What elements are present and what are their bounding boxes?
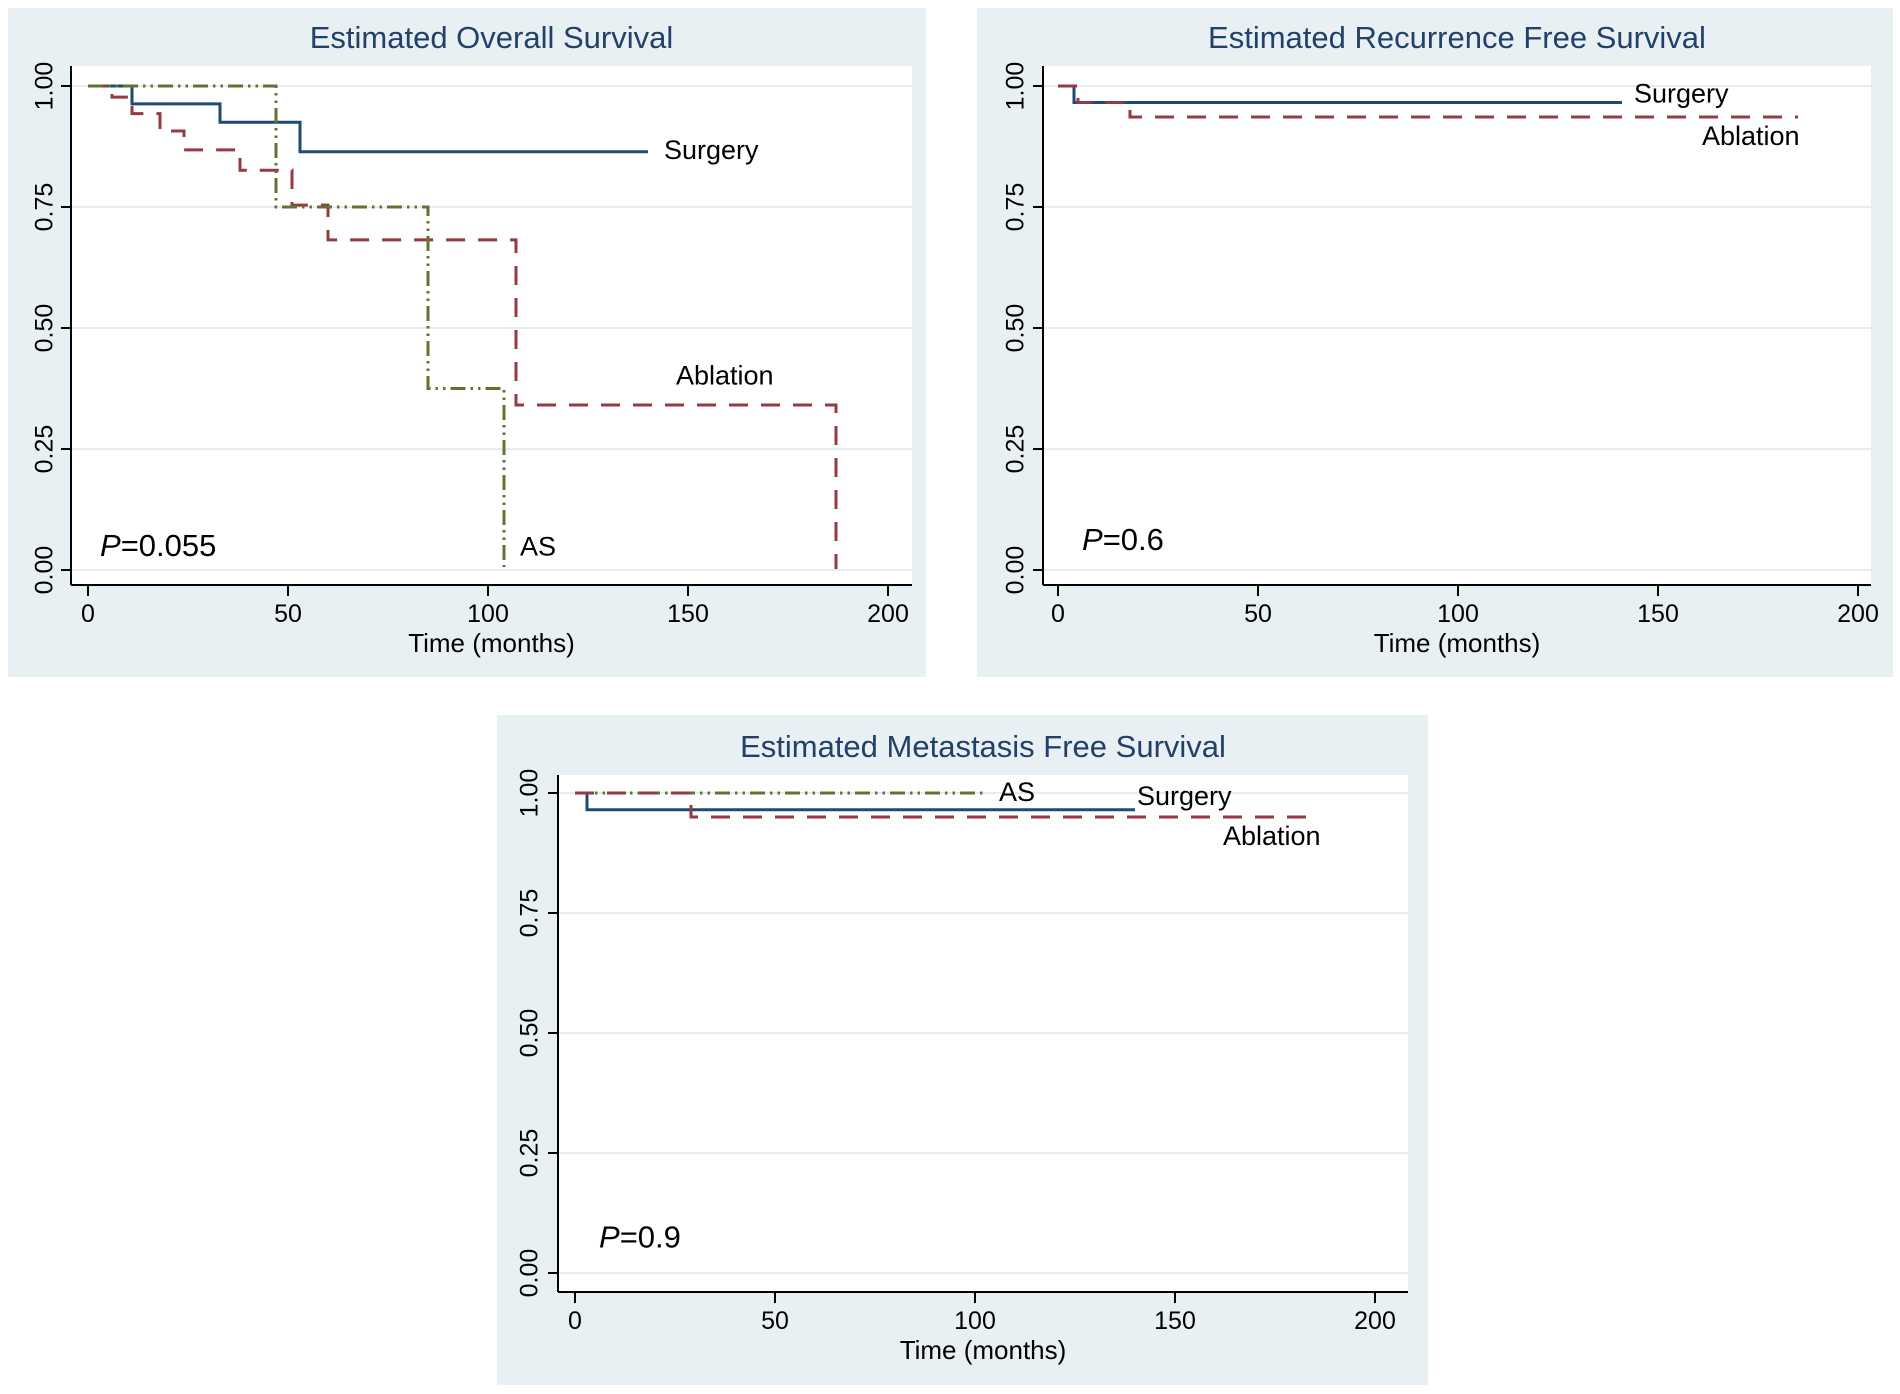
chart-recurrence-free-survival: 0.00 0.25 0.50 0.75 1.00 0 50 100 150 200 Time (mo… — [977, 8, 1893, 677]
series-label-ablation: Ablation — [1702, 121, 1800, 151]
y-tick-label: 0.50 — [31, 304, 59, 353]
series-line-ablation — [1058, 84, 1798, 119]
x-tick-label: 150 — [667, 600, 709, 628]
series-label-ablation: Ablation — [676, 360, 774, 390]
p-value-label: P=0.9 — [599, 1220, 681, 1255]
y-tick-label: 0.25 — [31, 425, 59, 474]
x-tick-label: 50 — [761, 1307, 789, 1335]
p-value-label: P=0.055 — [100, 528, 216, 563]
x-tick-label: 100 — [467, 600, 509, 628]
y-tick-label: 0.00 — [516, 1249, 544, 1298]
chart-metastasis-free-survival: 0.00 0.25 0.50 0.75 1.00 0 50 100 150 200 Time (mo… — [497, 715, 1428, 1385]
x-tick-label: 0 — [568, 1307, 582, 1335]
x-tick-label: 50 — [274, 600, 302, 628]
x-tick-label: 100 — [1437, 600, 1479, 628]
y-tick-label: 0.75 — [516, 889, 544, 938]
y-tick-label: 0.25 — [1002, 425, 1030, 474]
y-tick-label: 0.50 — [516, 1009, 544, 1058]
x-axis-title: Time (months) — [1374, 628, 1541, 658]
x-tick-label: 150 — [1154, 1307, 1196, 1335]
series-label-surgery: Surgery — [1634, 78, 1729, 108]
y-tick-label: 0.75 — [1002, 183, 1030, 232]
y-tick-label: 1.00 — [31, 62, 59, 111]
plot-area — [1043, 66, 1871, 585]
y-tick-label: 0.00 — [31, 546, 59, 595]
plot-area — [71, 66, 912, 585]
series-line-ablation — [88, 84, 838, 569]
y-tick-label: 0.50 — [1002, 304, 1030, 353]
y-tick-label: 1.00 — [516, 769, 544, 818]
chart-title: Estimated Recurrence Free Survival — [1208, 20, 1706, 55]
y-tick-label: 1.00 — [1002, 62, 1030, 111]
series-label-surgery: Surgery — [664, 135, 759, 165]
y-tick-label: 0.25 — [516, 1129, 544, 1178]
x-tick-label: 150 — [1637, 600, 1679, 628]
series-label-surgery: Surgery — [1137, 781, 1232, 811]
chart-title: Estimated Metastasis Free Survival — [740, 729, 1226, 764]
y-tick-label: 0.75 — [31, 183, 59, 232]
x-tick-label: 200 — [1837, 600, 1879, 628]
x-tick-label: 200 — [867, 600, 909, 628]
x-axis-title: Time (months) — [408, 628, 575, 658]
x-tick-label: 0 — [1051, 600, 1065, 628]
chart-overall-survival: 0.00 0.25 0.50 0.75 1.00 0 50 100 150 200 Time (mo… — [8, 8, 926, 677]
p-value-label: P=0.6 — [1082, 522, 1164, 557]
x-tick-label: 100 — [954, 1307, 996, 1335]
chart-title: Estimated Overall Survival — [310, 20, 674, 55]
x-tick-label: 200 — [1354, 1307, 1396, 1335]
series-label-as: AS — [520, 531, 556, 561]
series-line-surgery — [88, 84, 648, 154]
x-axis-title: Time (months) — [900, 1335, 1067, 1365]
series-line-ablation — [575, 791, 1311, 819]
y-tick-label: 0.00 — [1002, 546, 1030, 595]
series-label-ablation: Ablation — [1223, 821, 1321, 851]
x-tick-label: 0 — [81, 600, 95, 628]
x-tick-label: 50 — [1244, 600, 1272, 628]
series-label-as: AS — [999, 777, 1035, 807]
series-line-as — [88, 84, 506, 568]
